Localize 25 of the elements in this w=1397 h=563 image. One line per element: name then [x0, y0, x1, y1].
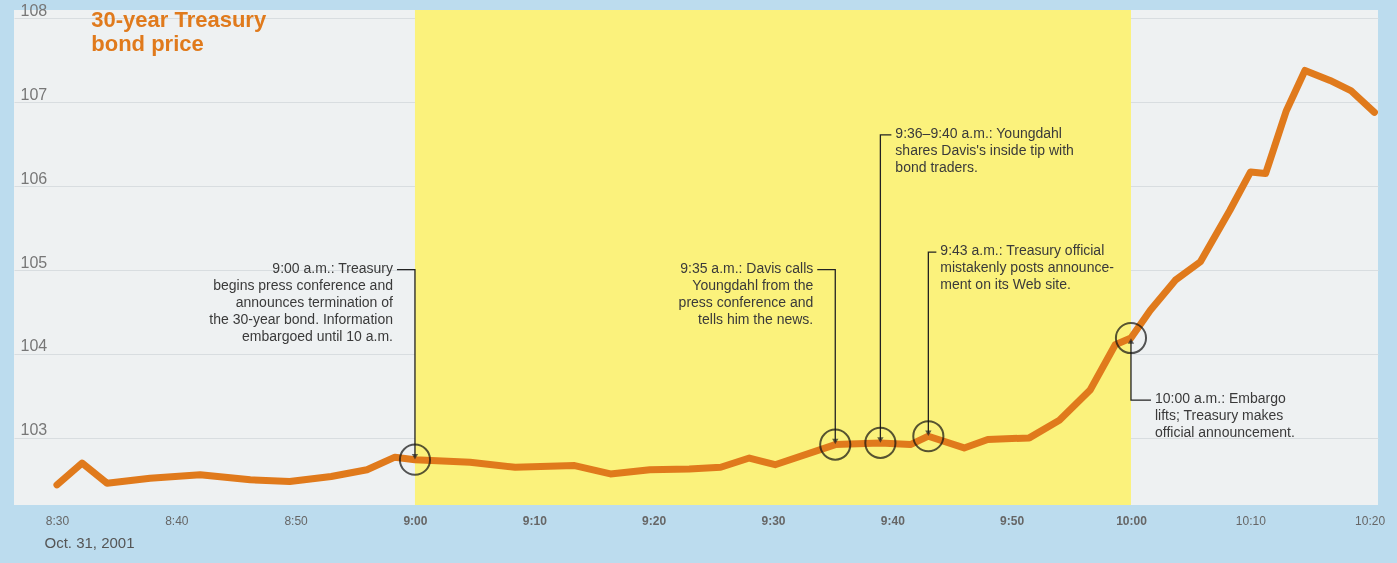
annotation: 9:36–9:40 a.m.: Youngdahl shares Davis's inside tip with bond traders.	[895, 124, 1074, 175]
x-tick-label: 10:20	[1355, 513, 1386, 528]
chart-title: 30-year Treasury bond price	[91, 7, 267, 57]
y-tick-label: 104	[20, 337, 48, 355]
y-tick-label: 107	[20, 85, 48, 103]
annotation: 10:00 a.m.: Embargo lifts; Treasury makes official announcement.	[1154, 390, 1295, 441]
x-tick-label: 8:50	[284, 513, 309, 528]
annotation: 9:00 a.m.: Treasury begins press conference and announces termination of the 30-year bond. Information embargoed until 10 a.m.	[209, 259, 394, 344]
x-tick-label: 10:00	[1116, 513, 1148, 528]
x-tick-label: 9:40	[880, 513, 906, 528]
x-tick-label: 9:20	[642, 513, 667, 528]
x-tick-label: 9:50	[1000, 513, 1025, 528]
x-tick-label: 9:30	[761, 513, 786, 528]
x-tick-label: 9:10	[522, 513, 548, 528]
y-tick-label: 103	[20, 421, 48, 439]
y-tick-label: 106	[20, 169, 48, 187]
x-tick-label: 8:30	[45, 513, 70, 528]
y-tick-label: 108	[20, 1, 48, 19]
y-tick-label: 105	[20, 253, 48, 271]
annotation: 9:43 a.m.: Treasury official mistakenly posts announce- ment on its Web site.	[940, 242, 1115, 293]
x-tick-label: 8:40	[165, 513, 189, 528]
x-tick-label: 10:10	[1235, 513, 1267, 528]
x-tick-label: 9:00	[403, 513, 428, 528]
annotation: 9:35 a.m.: Davis calls Youngdahl from the press conference and tells him the news.	[678, 259, 814, 327]
x-axis-title: Oct. 31, 2001	[44, 533, 135, 551]
